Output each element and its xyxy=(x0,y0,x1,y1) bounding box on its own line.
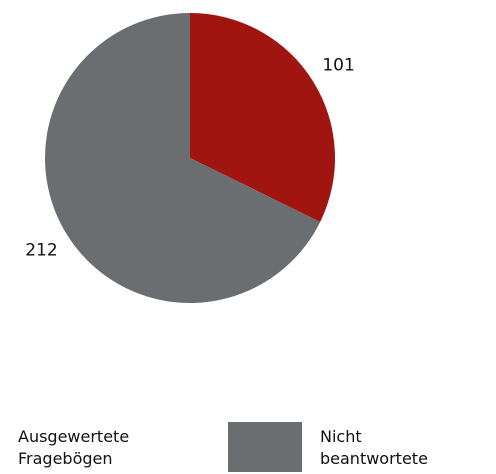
pie-slice xyxy=(190,13,336,222)
legend-swatch xyxy=(228,422,302,472)
legend-label: Ausgewertete Fragebögen xyxy=(18,427,130,468)
pie-slice xyxy=(45,13,321,303)
data-label: 212 xyxy=(25,241,57,261)
legend-label: Nicht beantwortete Fragebögen xyxy=(320,427,428,474)
data-label: 101 xyxy=(322,55,354,75)
